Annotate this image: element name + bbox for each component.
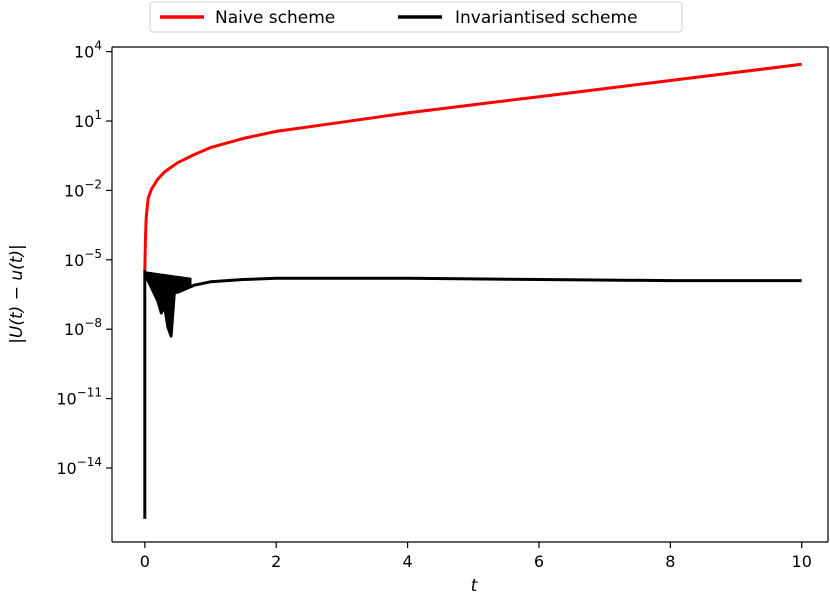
y-tick-label: 10−11 xyxy=(56,386,102,409)
series-layer xyxy=(143,62,802,519)
y-tick-label: 104 xyxy=(74,39,102,62)
x-tick-label: 10 xyxy=(792,552,812,571)
y-axis-ticks: 104 101 10−2 10−5 10−8 10−11 10−14 xyxy=(56,39,112,478)
x-tick-label: 4 xyxy=(403,552,413,571)
y-axis-label: |U(t) − u(t)| xyxy=(7,244,27,344)
x-tick-label: 8 xyxy=(665,552,675,571)
x-tick-label: 2 xyxy=(271,552,281,571)
x-tick-label: 6 xyxy=(534,552,544,571)
y-tick-label: 10−14 xyxy=(56,455,102,478)
y-tick-label: 10−8 xyxy=(64,316,102,339)
y-tick-label: 10−2 xyxy=(64,177,102,200)
legend: Naive scheme Invariantised scheme xyxy=(149,1,683,33)
series-line-invariantised xyxy=(143,269,802,519)
series-line-naive xyxy=(143,62,802,272)
legend-label-naive: Naive scheme xyxy=(215,8,335,28)
oscillation-band xyxy=(144,271,192,335)
y-tick-label: 101 xyxy=(74,108,102,131)
legend-label-invariantised: Invariantised scheme xyxy=(455,8,638,28)
x-axis-label: t xyxy=(471,576,479,596)
x-tick-label: 0 xyxy=(140,552,150,571)
axes-frame xyxy=(111,46,829,543)
x-axis-ticks: 0 2 4 6 8 10 xyxy=(140,542,812,571)
y-tick-label: 10−5 xyxy=(64,247,102,270)
